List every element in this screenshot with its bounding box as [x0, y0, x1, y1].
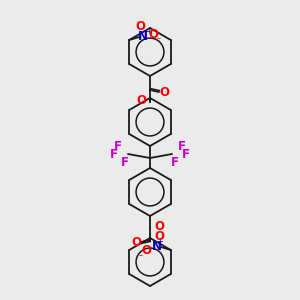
Text: O: O — [155, 230, 165, 242]
Text: F: F — [171, 155, 179, 169]
Text: F: F — [114, 140, 122, 152]
Text: +: + — [156, 238, 163, 247]
Text: O: O — [131, 236, 141, 248]
Text: -: - — [156, 33, 160, 43]
Text: F: F — [182, 148, 190, 161]
Text: O: O — [154, 220, 164, 233]
Text: +: + — [145, 28, 152, 37]
Text: N: N — [138, 31, 148, 44]
Text: F: F — [178, 140, 186, 152]
Text: -: - — [139, 250, 143, 260]
Text: N: N — [152, 241, 162, 254]
Text: O: O — [142, 244, 152, 257]
Text: O: O — [159, 85, 169, 98]
Text: O: O — [148, 28, 158, 40]
Text: O: O — [135, 20, 145, 32]
Text: F: F — [121, 155, 129, 169]
Text: O: O — [136, 94, 146, 107]
Text: F: F — [110, 148, 118, 161]
